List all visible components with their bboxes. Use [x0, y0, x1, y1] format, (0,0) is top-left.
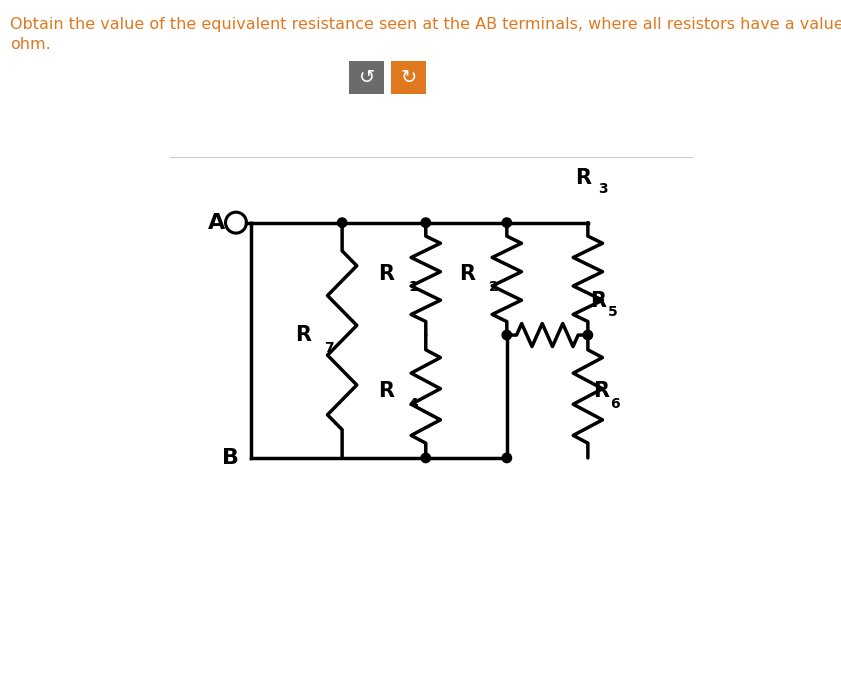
Text: R: R	[294, 325, 311, 345]
Text: ↻: ↻	[400, 68, 417, 87]
Text: R: R	[378, 263, 394, 284]
Circle shape	[337, 218, 346, 227]
Text: 6: 6	[611, 397, 620, 411]
Circle shape	[502, 453, 511, 462]
Text: R: R	[593, 381, 609, 401]
Circle shape	[421, 453, 431, 462]
Text: R: R	[590, 291, 606, 311]
Text: R: R	[459, 263, 475, 284]
Text: 5: 5	[608, 304, 617, 318]
Text: 7: 7	[325, 341, 334, 355]
Text: B: B	[222, 448, 240, 468]
Text: 1: 1	[408, 280, 418, 294]
Circle shape	[583, 331, 593, 340]
Text: Obtain the value of the equivalent resistance seen at the AB terminals, where al: Obtain the value of the equivalent resis…	[10, 17, 841, 52]
Text: R: R	[574, 168, 590, 188]
Text: A: A	[208, 213, 225, 233]
Circle shape	[421, 218, 431, 227]
Text: R: R	[378, 381, 394, 401]
Text: 2: 2	[489, 280, 499, 294]
Text: 4: 4	[408, 397, 418, 411]
Circle shape	[502, 331, 511, 340]
Text: ↺: ↺	[358, 68, 375, 87]
Text: 3: 3	[598, 182, 608, 196]
Circle shape	[502, 218, 511, 227]
